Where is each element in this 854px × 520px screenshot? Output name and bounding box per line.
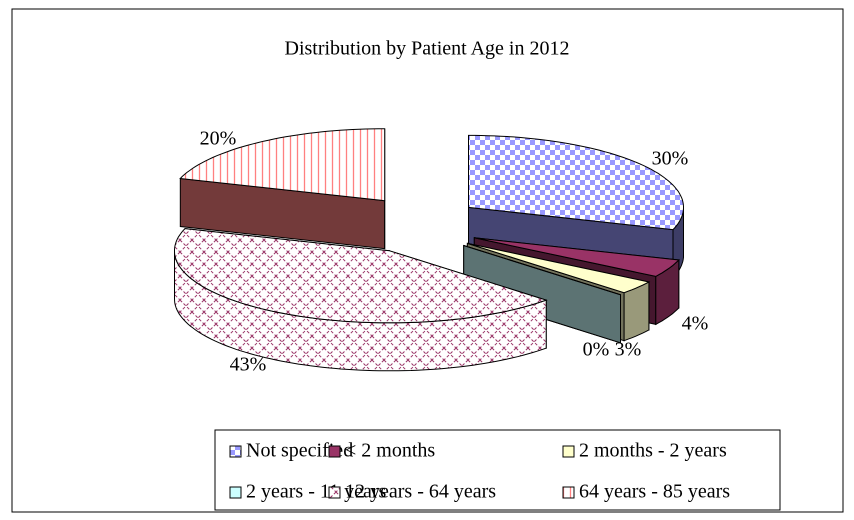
data-label: 30% (652, 148, 689, 170)
legend-label: 12 years - 64 years (345, 481, 496, 503)
slice (474, 237, 680, 277)
data-label: 20% (200, 128, 237, 150)
slice (468, 134, 684, 231)
legend-label: Not specified (246, 440, 353, 462)
chart-border (11, 8, 844, 513)
legend-label: 2 months - 2 years (579, 440, 727, 462)
pie (174, 128, 684, 372)
legend-swatch (328, 445, 341, 458)
slice (179, 128, 386, 202)
chart-title: Distribution by Patient Age in 2012 (285, 38, 570, 60)
data-label: 43% (230, 354, 267, 376)
legend-label: < 2 months (345, 440, 435, 462)
slice (463, 245, 621, 296)
slice (174, 228, 548, 324)
slice (467, 242, 651, 294)
data-label: 3% (615, 339, 642, 361)
legend-swatch (328, 486, 341, 499)
legend-box (214, 429, 781, 511)
legend-swatch (562, 486, 575, 499)
data-label: 4% (682, 313, 709, 335)
legend-label: 64 years - 85 years (579, 481, 730, 503)
legend: Not specified< 2 months 2 months - 2 year… (229, 440, 730, 503)
legend-label: 2 years - 11 years (246, 481, 387, 503)
legend-swatch (229, 486, 242, 499)
legend-swatch (229, 445, 242, 458)
data-label: 0% (583, 339, 610, 361)
legend-swatch (562, 445, 575, 458)
